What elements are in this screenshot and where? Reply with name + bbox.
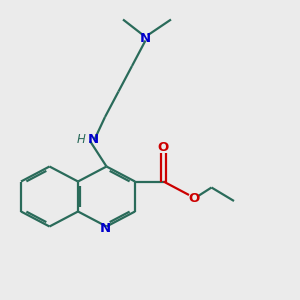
Text: O: O [189, 191, 200, 205]
Text: H: H [77, 133, 86, 146]
Text: O: O [158, 141, 169, 154]
Text: N: N [87, 133, 99, 146]
Text: N: N [140, 32, 151, 46]
Text: N: N [99, 221, 111, 235]
